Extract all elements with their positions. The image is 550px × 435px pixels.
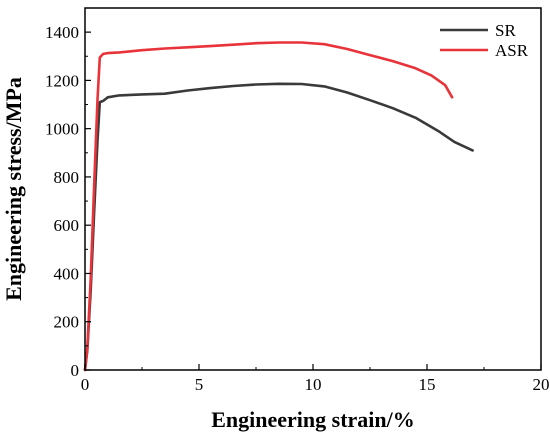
plot-frame	[84, 7, 542, 371]
x-tick-label-15: 15	[419, 375, 436, 394]
x-tick-label-5: 5	[195, 375, 204, 394]
plot-area	[83, 41, 474, 372]
y-tick-label-1400: 1400	[45, 23, 79, 42]
y-tick-label-200: 200	[54, 313, 80, 332]
legend-label-asr: ASR	[495, 41, 529, 60]
series-line-sr	[83, 82, 474, 372]
legend-label-sr: SR	[495, 21, 516, 40]
x-axis-title: Engineering strain/%	[211, 407, 415, 432]
series-line-asr	[83, 41, 454, 372]
x-tick-label-20: 20	[533, 375, 550, 394]
y-tick-label-1200: 1200	[45, 71, 79, 90]
y-tick-label-1000: 1000	[45, 120, 79, 139]
y-tick-label-600: 600	[54, 216, 80, 235]
x-tick-label-10: 10	[305, 375, 322, 394]
y-tick-label-400: 400	[54, 264, 80, 283]
y-axis-title: Engineering stress/MPa	[1, 77, 26, 301]
y-tick-label-800: 800	[54, 168, 80, 187]
x-tick-label-0: 0	[81, 375, 90, 394]
y-tick-label-0: 0	[71, 361, 80, 380]
